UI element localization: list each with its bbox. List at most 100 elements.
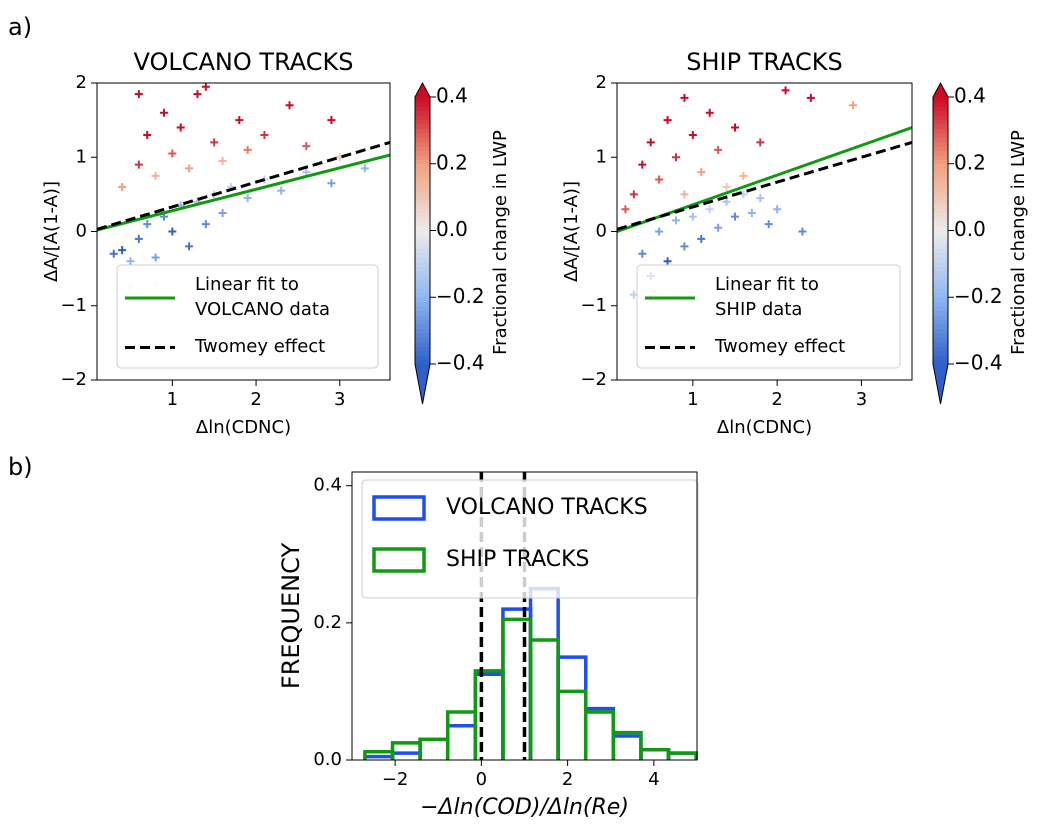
y-axis-label: ΔA/[A(1-A)]	[41, 181, 62, 282]
colorbar-cell	[415, 105, 430, 111]
colorbar-cell	[933, 137, 948, 143]
scatter-point	[327, 179, 336, 188]
histogram-bin	[583, 710, 616, 760]
y-tick-label: 0.2	[313, 612, 342, 633]
colorbar-tick-label: 0.0	[954, 217, 986, 241]
colorbar-cell	[415, 123, 430, 129]
histogram-bin	[666, 751, 698, 760]
y-tick-label: −1	[60, 295, 87, 316]
x-tick-label: 3	[856, 389, 867, 410]
colorbar-cell	[933, 221, 948, 227]
colorbar-cell	[415, 266, 430, 272]
colorbar-cell	[933, 230, 948, 236]
scatter-point	[143, 130, 152, 139]
colorbar-cell	[415, 101, 430, 107]
colorbar-cell	[415, 310, 430, 316]
colorbar-cell	[933, 145, 948, 151]
fit-line	[97, 140, 390, 231]
colorbar-cell	[933, 105, 948, 111]
colorbar-cell	[415, 141, 430, 147]
colorbar-cell	[933, 328, 948, 334]
scatter-point	[756, 138, 765, 147]
colorbar-cell	[415, 283, 430, 289]
scatter-point	[739, 171, 748, 180]
colorbar-cell	[933, 252, 948, 258]
colorbar-cell	[415, 154, 430, 160]
scatter-point	[806, 93, 815, 102]
legend-label: SHIP TRACKS	[446, 547, 590, 572]
colorbar-cell	[415, 261, 430, 267]
y-tick-label: −2	[580, 369, 607, 390]
colorbar-cell	[415, 97, 430, 103]
colorbar-cell	[415, 234, 430, 240]
y-tick-label: 2	[76, 72, 87, 93]
scatter-point	[680, 93, 689, 102]
colorbar-tick-label: 0.2	[954, 150, 986, 174]
scatter-point	[714, 223, 723, 232]
y-tick-label: 0.0	[313, 749, 342, 770]
colorbar-cell	[933, 234, 948, 240]
colorbar-cell	[933, 97, 948, 103]
y-tick-label: 0	[76, 221, 87, 242]
scatter-point	[243, 194, 252, 203]
scatter-point	[260, 130, 269, 139]
scatter-point	[201, 82, 210, 91]
scatter-point	[672, 153, 680, 162]
colorbar-extend	[415, 83, 430, 97]
x-axis-label: Δln(CDNC)	[196, 417, 291, 438]
legend-label: Linear fit to	[195, 274, 299, 295]
scatter-point	[849, 101, 857, 110]
scatter-point	[235, 116, 244, 125]
colorbar-cell	[415, 199, 430, 205]
colorbar-cell	[933, 288, 948, 294]
scatter-point	[764, 220, 773, 229]
x-tick-label: 1	[687, 389, 698, 410]
scatter-point	[663, 116, 672, 125]
colorbar-cell	[933, 359, 948, 365]
scatter-point	[185, 164, 194, 173]
scatter-point	[193, 90, 202, 99]
colorbar-cell	[415, 279, 430, 285]
colorbar-label: Fractional change in LWP	[1008, 130, 1029, 355]
scatter-point	[134, 160, 143, 169]
colorbar-label: Fractional change in LWP	[490, 130, 511, 355]
colorbar-cell	[933, 297, 948, 303]
colorbar-cell	[933, 319, 948, 325]
colorbar-cell	[933, 163, 948, 169]
colorbar-cell	[415, 132, 430, 138]
colorbar-cell	[933, 154, 948, 160]
colorbar-extend	[933, 83, 948, 97]
colorbar-cell	[933, 172, 948, 178]
scatter-point	[638, 160, 647, 169]
colorbar-cell	[415, 355, 430, 361]
legend-label: Linear fit to	[715, 274, 819, 295]
legend-box	[636, 264, 901, 369]
histogram-bin	[473, 669, 505, 760]
scatter-point	[109, 249, 118, 258]
colorbar-cell	[933, 168, 948, 174]
histogram-bin	[445, 710, 478, 760]
scatter-point	[688, 212, 697, 221]
colorbar-cell	[933, 332, 948, 338]
legend-box	[361, 479, 699, 599]
colorbar-cell	[415, 190, 430, 196]
histogram-bin	[583, 706, 616, 760]
colorbar-cell	[415, 137, 430, 143]
colorbar-cell	[415, 288, 430, 294]
colorbar-tick-label: 0.0	[436, 217, 468, 241]
colorbar-cell	[933, 110, 948, 116]
colorbar-cell	[415, 217, 430, 223]
scatter-point	[680, 190, 689, 199]
x-tick-label: −2	[382, 769, 409, 790]
x-tick-label: 1	[167, 389, 178, 410]
legend-label: VOLCANO data	[195, 299, 330, 320]
axes-frame	[96, 82, 391, 381]
colorbar-cell	[415, 275, 430, 281]
colorbar-cell	[933, 159, 948, 165]
colorbar-cell	[933, 243, 948, 249]
scatter-point	[747, 208, 756, 217]
histogram-bin	[556, 655, 588, 760]
scatter-point	[151, 253, 160, 262]
colorbar-cell	[933, 101, 948, 107]
colorbar-cell	[933, 341, 948, 347]
